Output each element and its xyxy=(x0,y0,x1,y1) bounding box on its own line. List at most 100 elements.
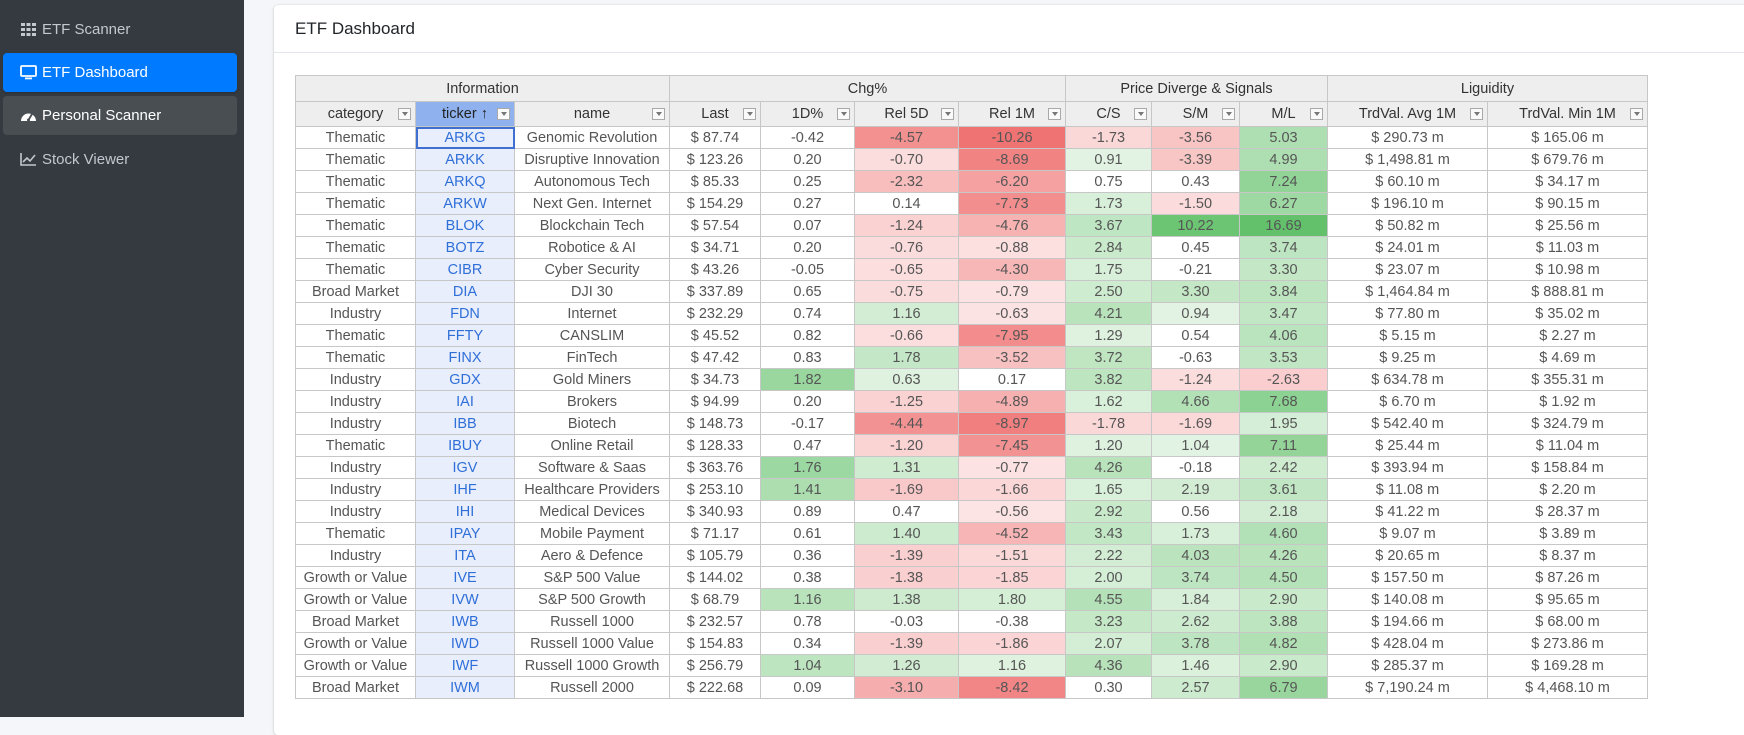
cell-cs[interactable]: 1.62 xyxy=(1065,390,1152,413)
cell-ml[interactable]: 7.68 xyxy=(1239,390,1328,413)
cell-last[interactable]: $ 256.79 xyxy=(669,654,761,677)
cell-cs[interactable]: 1.29 xyxy=(1065,324,1152,347)
cell-cs[interactable]: 0.91 xyxy=(1065,148,1152,171)
cell-ml[interactable]: 16.69 xyxy=(1239,214,1328,237)
cell-avg1m[interactable]: $ 634.78 m xyxy=(1327,368,1488,391)
cell-ticker[interactable]: IWD xyxy=(415,632,515,655)
cell-category[interactable]: Thematic xyxy=(295,434,416,457)
cell-category[interactable]: Broad Market xyxy=(295,610,416,633)
table-row[interactable]: Growth or Value IWF Russell 1000 Growth $ 2… xyxy=(295,654,1648,677)
table-row[interactable]: Industry GDX Gold Miners $ 34.73 1.82 0.63 0.1… xyxy=(295,368,1648,391)
table-row[interactable]: Thematic BOTZ Robotice & AI $ 34.71 0.20 -0.7… xyxy=(295,236,1648,259)
cell-min1m[interactable]: $ 90.15 m xyxy=(1487,192,1648,215)
cell-cs[interactable]: 3.43 xyxy=(1065,522,1152,545)
cell-ml[interactable]: 3.74 xyxy=(1239,236,1328,259)
cell-ticker[interactable]: IVW xyxy=(415,588,515,611)
cell-avg1m[interactable]: $ 393.94 m xyxy=(1327,456,1488,479)
filter-dropdown-icon[interactable] xyxy=(497,108,510,120)
cell-rel1m[interactable]: -0.77 xyxy=(958,456,1066,479)
column-header-min1m[interactable]: TrdVal. Min 1M xyxy=(1487,101,1648,127)
cell-cs[interactable]: 0.75 xyxy=(1065,170,1152,193)
cell-min1m[interactable]: $ 888.81 m xyxy=(1487,280,1648,303)
cell-name[interactable]: Blockchain Tech xyxy=(514,214,670,237)
cell-d1[interactable]: 0.25 xyxy=(760,170,855,193)
cell-d1[interactable]: 0.82 xyxy=(760,324,855,347)
cell-sm[interactable]: -3.56 xyxy=(1151,126,1240,149)
cell-d1[interactable]: 0.34 xyxy=(760,632,855,655)
cell-last[interactable]: $ 123.26 xyxy=(669,148,761,171)
table-row[interactable]: Thematic IPAY Mobile Payment $ 71.17 0.61 1.4… xyxy=(295,522,1648,545)
filter-dropdown-icon[interactable] xyxy=(1310,108,1323,120)
cell-last[interactable]: $ 87.74 xyxy=(669,126,761,149)
cell-rel5d[interactable]: 0.14 xyxy=(854,192,959,215)
filter-dropdown-icon[interactable] xyxy=(837,108,850,120)
sidebar-item-etf-scanner[interactable]: ETF Scanner xyxy=(3,10,237,49)
cell-d1[interactable]: -0.17 xyxy=(760,412,855,435)
cell-ml[interactable]: 3.61 xyxy=(1239,478,1328,501)
column-header-sm[interactable]: S/M xyxy=(1151,101,1240,127)
column-header-ml[interactable]: M/L xyxy=(1239,101,1328,127)
cell-min1m[interactable]: $ 324.79 m xyxy=(1487,412,1648,435)
cell-rel5d[interactable]: -4.44 xyxy=(854,412,959,435)
cell-category[interactable]: Thematic xyxy=(295,258,416,281)
cell-min1m[interactable]: $ 273.86 m xyxy=(1487,632,1648,655)
cell-d1[interactable]: 0.20 xyxy=(760,390,855,413)
cell-d1[interactable]: 0.78 xyxy=(760,610,855,633)
cell-d1[interactable]: 0.65 xyxy=(760,280,855,303)
cell-name[interactable]: Russell 1000 Growth xyxy=(514,654,670,677)
cell-d1[interactable]: 1.76 xyxy=(760,456,855,479)
table-row[interactable]: Growth or Value IVW S&P 500 Growth $ 68.79 1… xyxy=(295,588,1648,611)
cell-min1m[interactable]: $ 34.17 m xyxy=(1487,170,1648,193)
cell-ml[interactable]: 3.84 xyxy=(1239,280,1328,303)
cell-sm[interactable]: 2.62 xyxy=(1151,610,1240,633)
cell-ml[interactable]: 7.24 xyxy=(1239,170,1328,193)
cell-cs[interactable]: 4.26 xyxy=(1065,456,1152,479)
cell-min1m[interactable]: $ 165.06 m xyxy=(1487,126,1648,149)
cell-last[interactable]: $ 340.93 xyxy=(669,500,761,523)
cell-ml[interactable]: 7.11 xyxy=(1239,434,1328,457)
cell-category[interactable]: Thematic xyxy=(295,324,416,347)
cell-d1[interactable]: 0.07 xyxy=(760,214,855,237)
table-row[interactable]: Thematic BLOK Blockchain Tech $ 57.54 0.07 -1… xyxy=(295,214,1648,237)
table-row[interactable]: Growth or Value IVE S&P 500 Value $ 144.02 0… xyxy=(295,566,1648,589)
cell-name[interactable]: DJI 30 xyxy=(514,280,670,303)
cell-category[interactable]: Growth or Value xyxy=(295,654,416,677)
cell-rel5d[interactable]: -2.32 xyxy=(854,170,959,193)
cell-d1[interactable]: 1.82 xyxy=(760,368,855,391)
cell-sm[interactable]: 2.57 xyxy=(1151,676,1240,699)
cell-name[interactable]: Healthcare Providers xyxy=(514,478,670,501)
cell-last[interactable]: $ 154.83 xyxy=(669,632,761,655)
cell-rel1m[interactable]: -7.45 xyxy=(958,434,1066,457)
cell-rel5d[interactable]: 0.47 xyxy=(854,500,959,523)
cell-cs[interactable]: 2.84 xyxy=(1065,236,1152,259)
cell-last[interactable]: $ 222.68 xyxy=(669,676,761,699)
table-row[interactable]: Industry IGV Software & Saas $ 363.76 1.76 1.… xyxy=(295,456,1648,479)
cell-category[interactable]: Industry xyxy=(295,412,416,435)
cell-rel1m[interactable]: -8.69 xyxy=(958,148,1066,171)
cell-avg1m[interactable]: $ 41.22 m xyxy=(1327,500,1488,523)
cell-ml[interactable]: 3.30 xyxy=(1239,258,1328,281)
cell-min1m[interactable]: $ 8.37 m xyxy=(1487,544,1648,567)
cell-avg1m[interactable]: $ 5.15 m xyxy=(1327,324,1488,347)
cell-last[interactable]: $ 45.52 xyxy=(669,324,761,347)
cell-rel5d[interactable]: 1.31 xyxy=(854,456,959,479)
cell-ticker[interactable]: IHF xyxy=(415,478,515,501)
cell-ticker[interactable]: GDX xyxy=(415,368,515,391)
cell-category[interactable]: Growth or Value xyxy=(295,566,416,589)
cell-name[interactable]: S&P 500 Growth xyxy=(514,588,670,611)
cell-ml[interactable]: 4.06 xyxy=(1239,324,1328,347)
cell-avg1m[interactable]: $ 9.25 m xyxy=(1327,346,1488,369)
cell-last[interactable]: $ 85.33 xyxy=(669,170,761,193)
cell-rel1m[interactable]: -0.56 xyxy=(958,500,1066,523)
table-row[interactable]: Thematic CIBR Cyber Security $ 43.26 -0.05 -0… xyxy=(295,258,1648,281)
table-row[interactable]: Industry IAI Brokers $ 94.99 0.20 -1.25 -4.89 1… xyxy=(295,390,1648,413)
table-row[interactable]: Thematic ARKQ Autonomous Tech $ 85.33 0.25 -2… xyxy=(295,170,1648,193)
cell-name[interactable]: FinTech xyxy=(514,346,670,369)
table-row[interactable]: Thematic ARKK Disruptive Innovation $ 123.2… xyxy=(295,148,1648,171)
cell-rel1m[interactable]: -0.38 xyxy=(958,610,1066,633)
cell-rel5d[interactable]: -1.24 xyxy=(854,214,959,237)
cell-category[interactable]: Thematic xyxy=(295,192,416,215)
cell-rel5d[interactable]: -0.70 xyxy=(854,148,959,171)
table-row[interactable]: Thematic IBUY Online Retail $ 128.33 0.47 -1.… xyxy=(295,434,1648,457)
table-row[interactable]: Broad Market IWB Russell 1000 $ 232.57 0.78-… xyxy=(295,610,1648,633)
